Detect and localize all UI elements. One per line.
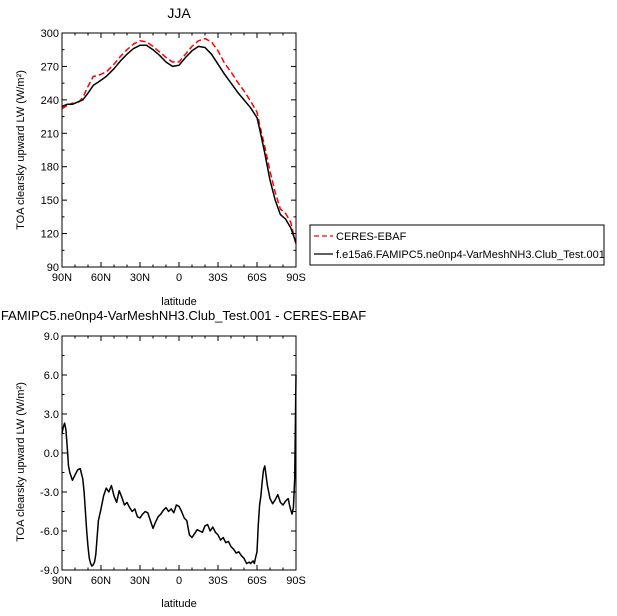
series-line-ceres-ebaf xyxy=(61,37,297,245)
y-tick-label: 210 xyxy=(41,128,59,140)
y-axis-label: TOA clearsky upward LW (W/m²) xyxy=(15,382,27,542)
y-tick-label: 180 xyxy=(41,162,59,174)
difference-chart: f.e15a6.FAMIPC5.ne0np4-VarMeshNH3.Club_T… xyxy=(0,308,366,610)
chart-title: JJA xyxy=(167,5,191,21)
x-tick-label: 60N xyxy=(91,272,111,284)
chart-title: f.e15a6.FAMIPC5.ne0np4-VarMeshNH3.Club_T… xyxy=(0,308,366,323)
y-tick-label: 120 xyxy=(41,229,59,241)
y-tick-label: 9.0 xyxy=(44,331,59,343)
x-tick-label: 60S xyxy=(247,272,267,284)
x-tick-label: 30N xyxy=(130,575,150,587)
y-tick-label: 300 xyxy=(41,28,59,40)
x-tick-label: 90S xyxy=(286,575,306,587)
plot-frame xyxy=(61,32,297,268)
x-tick-label: 90N xyxy=(52,272,72,284)
x-tick-label: 60S xyxy=(247,575,267,587)
y-tick-label: -9.0 xyxy=(40,565,59,577)
axes-group: 90N 60N 30N 0 30S 60S 90S 90 120 150 180 210 240 270 3… xyxy=(41,28,306,284)
axes-group: 90N 60N 30N 0 30S 60S 90S -9.0 -6.0 -3.0 0.0 3.0 6.0… xyxy=(40,331,306,587)
legend-label-ceres: CERES-EBAF xyxy=(336,231,407,243)
y-tick-label: 0.0 xyxy=(44,448,59,460)
legend-label-model: f.e15a6.FAMIPC5.ne0np4-VarMeshNH3.Club_T… xyxy=(336,249,605,261)
y-tick-label: 3.0 xyxy=(44,409,59,421)
y-tick-label: 150 xyxy=(41,195,59,207)
y-tick-label: 90 xyxy=(47,262,59,274)
series-group xyxy=(61,374,297,567)
y-tick-label: 240 xyxy=(41,95,59,107)
x-tick-label: 60N xyxy=(91,575,111,587)
series-line-model xyxy=(61,374,297,567)
x-tick-label: 90N xyxy=(52,575,72,587)
x-tick-label: 30S xyxy=(208,575,228,587)
x-tick-label: 90S xyxy=(286,272,306,284)
y-tick-label: 270 xyxy=(41,61,59,73)
series-line-model xyxy=(61,44,297,243)
legend-box xyxy=(309,224,605,266)
y-tick-label: 6.0 xyxy=(44,370,59,382)
x-tick-label: 30S xyxy=(208,272,228,284)
y-tick-label: -3.0 xyxy=(40,487,59,499)
x-tick-label: 0 xyxy=(176,272,182,284)
series-group xyxy=(61,37,297,245)
x-axis-label: latitude xyxy=(161,296,196,308)
x-tick-label: 0 xyxy=(176,575,182,587)
y-tick-label: -6.0 xyxy=(40,526,59,538)
x-axis-label: latitude xyxy=(161,598,196,610)
x-tick-label: 30N xyxy=(130,272,150,284)
y-axis-label: TOA clearsky upward LW (W/m²) xyxy=(15,70,27,230)
legend: CERES-EBAF f.e15a6.FAMIPC5.ne0np4-VarMes… xyxy=(309,224,605,266)
mean-lw-chart: JJA 90N 60N 30N 0 30S 60S 90S 90 120 150 180 210 240… xyxy=(15,5,306,308)
